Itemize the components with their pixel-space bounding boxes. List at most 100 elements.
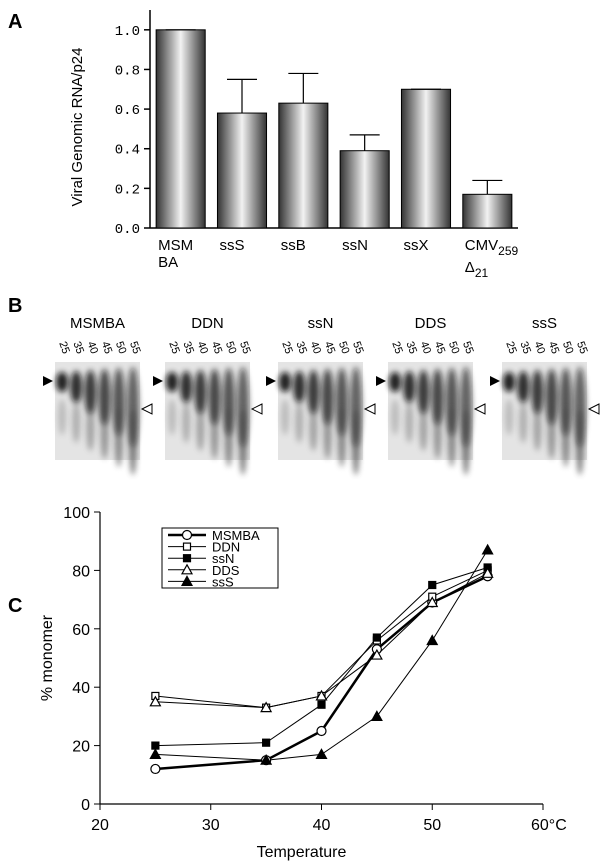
y-tick-label: 0.8 xyxy=(115,63,140,79)
gel-sample-label: MSMBA xyxy=(70,315,125,332)
bar xyxy=(216,112,268,229)
gel-lane-label: 55 xyxy=(350,340,365,356)
monomer-arrow xyxy=(490,376,500,386)
gel-band xyxy=(293,371,306,403)
label-line: MSM xyxy=(158,237,193,254)
x-tick-label: ssN xyxy=(342,237,368,254)
y-tick-label: 40 xyxy=(72,680,90,697)
gel-lane-label: 50 xyxy=(446,340,461,356)
gel-smear xyxy=(547,405,556,459)
gel-band xyxy=(56,372,69,392)
label-line: Δ xyxy=(465,259,475,276)
gel-smear xyxy=(433,405,442,459)
y-tick-label: 0.0 xyxy=(115,222,140,238)
gel-smear xyxy=(238,409,248,475)
legend-label: DDS xyxy=(212,563,240,578)
gel-lane-label: 40 xyxy=(308,340,323,356)
gel-background xyxy=(388,362,473,460)
gel-smear xyxy=(100,405,109,459)
bar xyxy=(462,193,513,229)
monomer-arrow xyxy=(376,376,386,386)
gel-lane-label: 45 xyxy=(99,340,114,356)
gel-lane-label: 40 xyxy=(418,340,433,356)
bar xyxy=(278,102,329,229)
gel-lane-label: 50 xyxy=(113,340,128,356)
y-tick-label: 0.6 xyxy=(115,103,140,119)
panel-label: C xyxy=(8,595,22,617)
y-tick-label: 0.4 xyxy=(115,143,140,159)
marker xyxy=(260,753,273,765)
gel-lane-label: 35 xyxy=(180,340,195,356)
marker xyxy=(372,633,381,642)
y-tick-label: 0 xyxy=(81,797,90,814)
gel-lane-label: 50 xyxy=(336,340,351,356)
series-line xyxy=(155,567,488,747)
gel-smear xyxy=(519,401,528,443)
marker xyxy=(426,596,439,608)
marker xyxy=(151,741,160,750)
gel-lane-label: 45 xyxy=(432,340,447,356)
gel-smear xyxy=(224,407,233,467)
gel-band xyxy=(417,370,430,414)
gel-sample-label: DDS xyxy=(415,315,447,332)
label-line: BA xyxy=(158,254,178,271)
gel-smear xyxy=(351,409,360,475)
legend-label: ssN xyxy=(212,551,234,566)
gel-lane-label: 55 xyxy=(460,340,475,356)
gel-lane-label: 55 xyxy=(127,340,142,356)
gel-band xyxy=(517,371,530,403)
label-line: ssS xyxy=(219,237,244,254)
bar xyxy=(155,29,206,229)
panel-label: A xyxy=(8,11,22,33)
label-line: ssB xyxy=(281,237,306,254)
gel-band xyxy=(321,369,334,425)
y-tick-label: 80 xyxy=(72,563,90,580)
dimer-arrow xyxy=(250,403,263,415)
legend-label: MSMBA xyxy=(212,528,260,543)
x-tick-label: 60°C xyxy=(531,817,567,834)
y-axis-label: % monomer xyxy=(39,614,56,701)
subscript: 259 xyxy=(498,244,518,258)
subscript: 21 xyxy=(475,266,489,280)
gel-lane-label: 45 xyxy=(209,340,224,356)
gel-lane-label: 50 xyxy=(223,340,238,356)
gel-lane-label: 40 xyxy=(85,340,100,356)
monomer-arrow xyxy=(153,376,163,386)
gel-smear xyxy=(72,401,81,443)
gel-band xyxy=(166,372,179,392)
x-tick-label: 40 xyxy=(313,817,331,834)
marker xyxy=(316,725,327,737)
gel-band xyxy=(307,370,320,414)
marker xyxy=(149,748,162,759)
gel-band xyxy=(431,369,444,425)
y-tick-label: 1.0 xyxy=(115,24,140,40)
gel-background xyxy=(278,362,363,460)
x-tick-label: 20 xyxy=(91,817,109,834)
gel-sample-label: ssN xyxy=(308,315,334,332)
dimer-arrow xyxy=(587,403,600,415)
legend-marker xyxy=(182,554,192,563)
gel-smear xyxy=(533,403,542,451)
marker xyxy=(260,701,273,713)
gel-band xyxy=(545,369,558,425)
y-tick-label: 20 xyxy=(72,739,90,756)
marker xyxy=(262,738,271,747)
gel-smear xyxy=(309,403,318,451)
gel-smear xyxy=(447,407,456,467)
gel-smear xyxy=(575,409,585,475)
gel-smear xyxy=(323,405,332,459)
x-tick-label: CMV259 Δ21 xyxy=(465,237,519,280)
gel-lane-label: 55 xyxy=(237,340,252,356)
gel-lane-label: 35 xyxy=(403,340,418,356)
x-tick-label: ssB xyxy=(281,237,306,254)
gel-lane-label: 25 xyxy=(166,340,181,356)
gel-band xyxy=(279,372,292,392)
legend-label: DDN xyxy=(212,540,240,555)
gel-smear xyxy=(182,401,191,443)
gel-smear xyxy=(86,403,95,451)
gel-band xyxy=(389,372,402,392)
y-axis-label: Viral Genomic RNA/p24 xyxy=(69,48,86,207)
gel-smear xyxy=(391,399,400,435)
gel-smear xyxy=(337,407,346,467)
dimer-arrow xyxy=(363,403,376,415)
